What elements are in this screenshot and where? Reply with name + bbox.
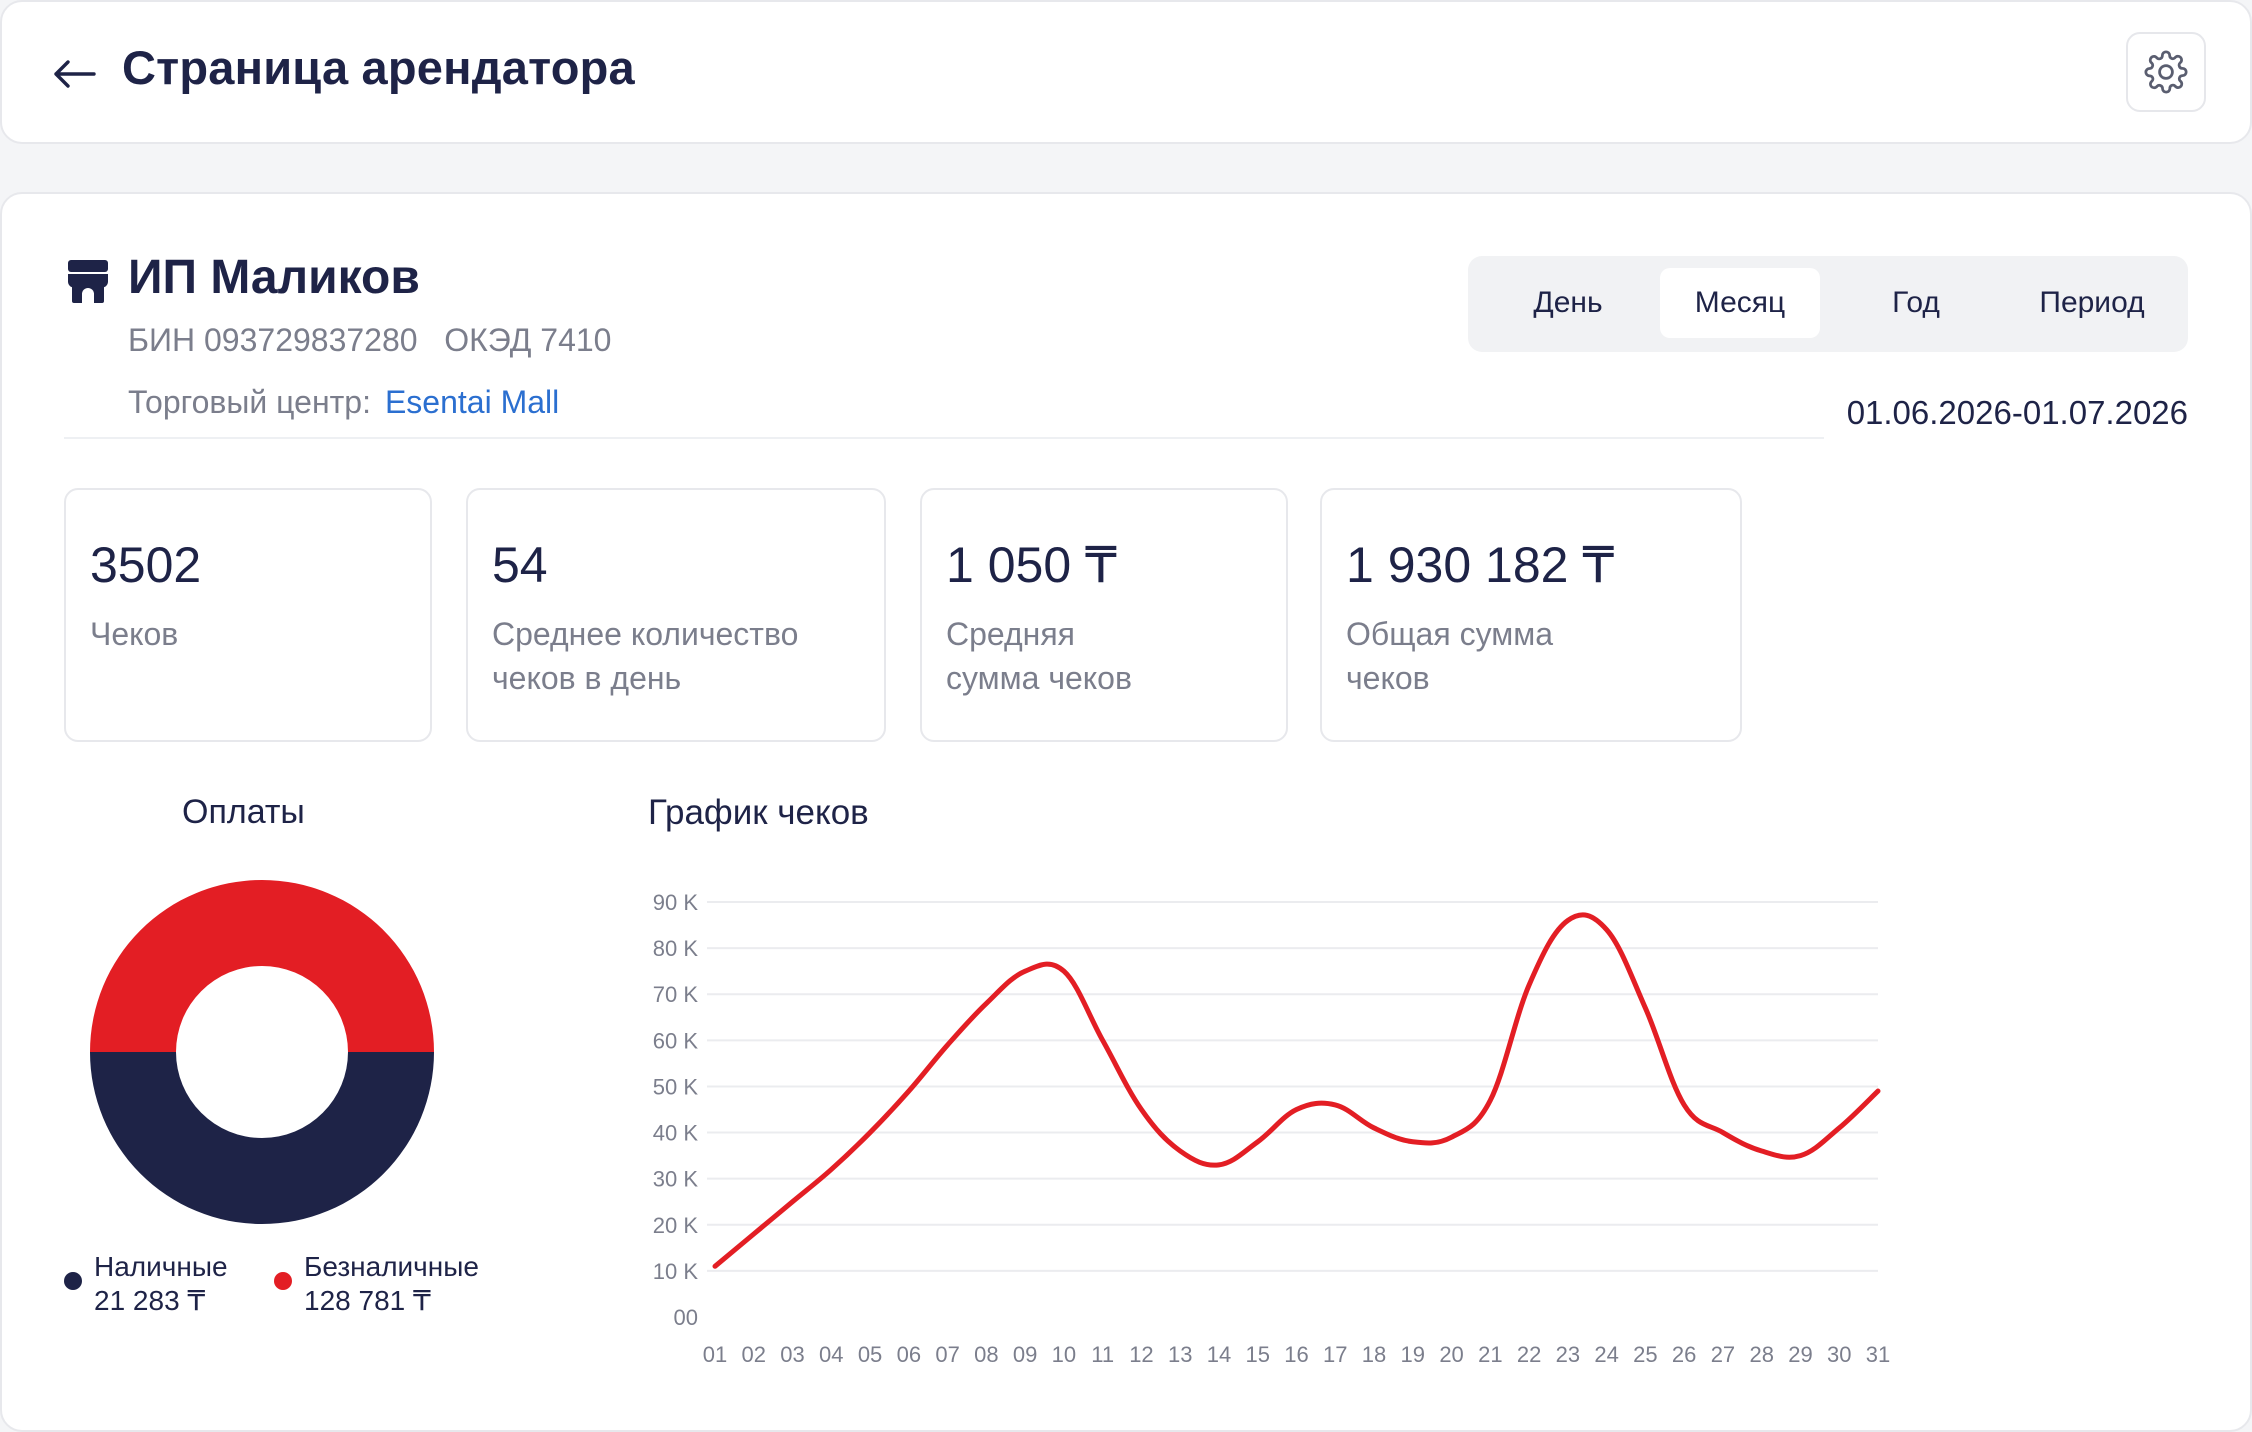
- donut-slice-cashless: [90, 880, 434, 1052]
- stat-value: 1 050 ₸: [946, 537, 1117, 593]
- mall-row: Торговый центр: Esentai Mall: [128, 384, 559, 421]
- x-tick-label: 03: [780, 1342, 804, 1367]
- x-tick-label: 10: [1052, 1342, 1076, 1367]
- legend-cashless: Безналичные 128 781 ₸: [304, 1250, 479, 1318]
- x-tick-label: 12: [1129, 1342, 1153, 1367]
- stat-card-avg-count: 54 Среднее количество чеков в день: [466, 488, 886, 742]
- x-tick-label: 16: [1284, 1342, 1308, 1367]
- x-tick-label: 06: [897, 1342, 921, 1367]
- x-tick-label: 29: [1788, 1342, 1812, 1367]
- payments-donut-chart: [90, 880, 434, 1224]
- stat-card-checks: 3502 Чеков: [64, 488, 432, 742]
- legend-cash: Наличные 21 283 ₸: [94, 1250, 228, 1318]
- legend-value: 21 283 ₸: [94, 1285, 206, 1316]
- settings-button[interactable]: [2126, 32, 2206, 112]
- y-tick-label: 00: [674, 1305, 698, 1330]
- x-tick-label: 08: [974, 1342, 998, 1367]
- legend-name: Безналичные: [304, 1251, 479, 1282]
- stat-label: Общая сумма чеков: [1346, 616, 1553, 696]
- tenant-name: ИП Маликов: [128, 251, 420, 304]
- x-tick-label: 05: [858, 1342, 882, 1367]
- checks-line-chart: 00 10 K 20 K 30 K 40 K 50 K 60 K 70 K 80 K 90 K 0…: [653, 890, 1891, 1367]
- checks-series-line: [712, 912, 1881, 1269]
- x-tick-label: 30: [1827, 1342, 1851, 1367]
- x-tick-label: 15: [1245, 1342, 1269, 1367]
- x-tick-label: 07: [935, 1342, 959, 1367]
- x-tick-label: 14: [1207, 1342, 1231, 1367]
- legend-dot-cashless: [274, 1272, 292, 1290]
- y-tick-label: 50 K: [653, 1074, 699, 1099]
- y-tick-label: 90 K: [653, 890, 699, 915]
- x-tick-label: 18: [1362, 1342, 1386, 1367]
- x-tick-label: 04: [819, 1342, 843, 1367]
- y-tick-label: 10 K: [653, 1259, 699, 1284]
- donut-slice-cash: [90, 1052, 434, 1224]
- stat-label: Чеков: [90, 616, 179, 652]
- x-tick-label: 20: [1439, 1342, 1463, 1367]
- tab-period[interactable]: Период: [2039, 286, 2145, 319]
- stat-label: Средняя сумма чеков: [946, 616, 1132, 696]
- tab-month[interactable]: Месяц: [1660, 268, 1820, 338]
- tab-year[interactable]: Год: [1892, 286, 1940, 319]
- stat-label: Среднее количество чеков в день: [492, 616, 799, 696]
- x-tick-label: 28: [1749, 1342, 1773, 1367]
- y-tick-label: 60 K: [653, 1028, 699, 1053]
- x-tick-label: 01: [703, 1342, 727, 1367]
- x-tick-label: 19: [1401, 1342, 1425, 1367]
- x-tick-label: 02: [742, 1342, 766, 1367]
- stat-value: 3502: [90, 537, 202, 593]
- x-tick-label: 17: [1323, 1342, 1347, 1367]
- y-tick-label: 20 K: [653, 1213, 699, 1238]
- date-range: 01.06.2026-01.07.2026: [1846, 394, 2188, 431]
- tab-day[interactable]: День: [1533, 286, 1603, 319]
- x-tick-label: 11: [1091, 1342, 1114, 1367]
- x-tick-label: 31: [1866, 1342, 1890, 1367]
- gear-icon: [2144, 50, 2188, 94]
- tenant-requisites: БИН 093729837280 ОКЭД 7410: [128, 322, 612, 358]
- y-tick-label: 70 K: [653, 982, 699, 1007]
- x-tick-label: 26: [1672, 1342, 1696, 1367]
- divider: [64, 437, 1824, 439]
- checks-chart-title: График чеков: [648, 793, 869, 832]
- x-tick-label: 09: [1013, 1342, 1037, 1367]
- legend-name: Наличные: [94, 1251, 228, 1282]
- y-tick-label: 80 K: [653, 936, 699, 961]
- arrow-left-icon: [54, 60, 96, 88]
- stat-card-avg-sum: 1 050 ₸ Средняя сумма чеков: [920, 488, 1288, 742]
- y-tick-label: 30 K: [653, 1167, 699, 1192]
- x-tick-label: 13: [1168, 1342, 1192, 1367]
- x-tick-label: 22: [1517, 1342, 1541, 1367]
- stat-value: 1 930 182 ₸: [1346, 537, 1615, 593]
- mall-label: Торговый центр:: [128, 384, 371, 420]
- stat-card-total: 1 930 182 ₸ Общая сумма чеков: [1320, 488, 1742, 742]
- x-tick-label: 23: [1556, 1342, 1580, 1367]
- x-tick-label: 21: [1478, 1342, 1502, 1367]
- y-tick-label: 40 K: [653, 1121, 699, 1146]
- mall-link[interactable]: Esentai Mall: [384, 384, 560, 420]
- legend-value: 128 781 ₸: [304, 1285, 431, 1316]
- page-title: Страница арендатора: [122, 41, 635, 94]
- x-tick-label: 25: [1633, 1342, 1657, 1367]
- period-selector: День Месяц Год Период: [1468, 256, 2188, 352]
- x-tick-label: 27: [1711, 1342, 1735, 1367]
- legend-dot-cash: [64, 1272, 82, 1290]
- back-button[interactable]: [50, 50, 98, 98]
- x-tick-label: 24: [1594, 1342, 1618, 1367]
- payments-title: Оплаты: [182, 793, 305, 831]
- page-header: Страница арендатора: [0, 0, 2252, 144]
- stat-value: 54: [492, 537, 548, 593]
- store-icon: [68, 260, 108, 303]
